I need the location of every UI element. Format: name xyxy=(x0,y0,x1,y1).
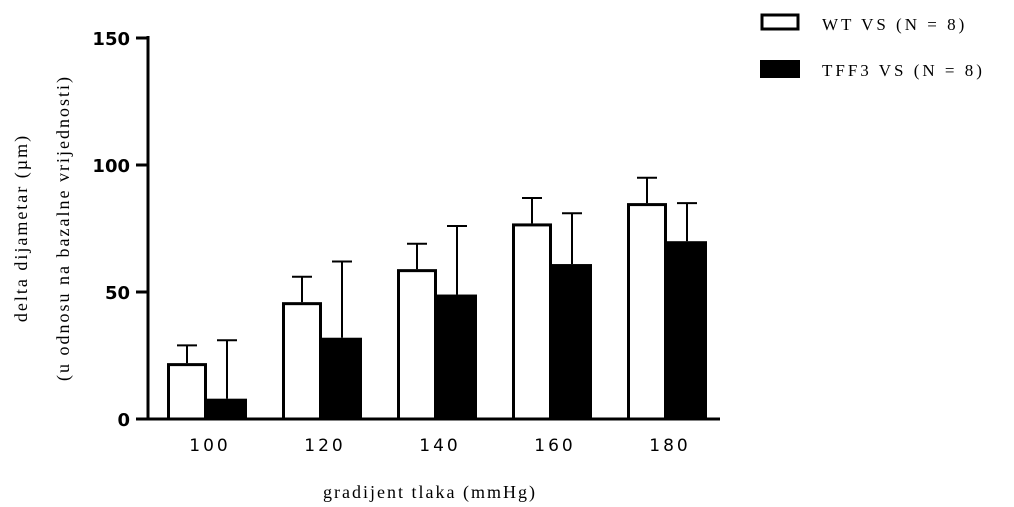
x-tick-label: 160 xyxy=(534,436,575,456)
y-axis-title-line2: (u odnosu na bazalne vrijednosti) xyxy=(53,75,74,381)
bar-wt xyxy=(282,302,322,421)
bar-tff3 xyxy=(322,337,362,419)
y-axis-ticks: 0 50 100 150 xyxy=(92,29,148,431)
legend-swatch-tff3 xyxy=(760,60,800,78)
x-axis-ticks: 100 120 140 160 180 xyxy=(189,436,690,456)
bar-wt xyxy=(167,363,207,421)
y-tick-label: 0 xyxy=(117,410,130,431)
legend-label-tff3: TFF3 VS (N = 8) xyxy=(822,61,985,80)
y-tick-label: 100 xyxy=(92,156,130,177)
x-tick-label: 180 xyxy=(649,436,690,456)
bars xyxy=(167,176,707,421)
x-tick-label: 100 xyxy=(189,436,230,456)
legend-swatch-wt xyxy=(760,13,800,31)
y-tick-label: 150 xyxy=(92,29,130,50)
bar-wt xyxy=(512,223,552,421)
legend: WT VS (N = 8) TFF3 VS (N = 8) xyxy=(760,13,985,80)
x-axis-title: gradijent tlaka (mmHg) xyxy=(323,482,537,503)
y-tick-label: 50 xyxy=(105,283,130,304)
bar-wt xyxy=(627,203,667,421)
x-tick-label: 140 xyxy=(419,436,460,456)
bar-tff3 xyxy=(667,241,707,419)
legend-label-wt: WT VS (N = 8) xyxy=(822,15,967,34)
bar-tff3 xyxy=(552,264,592,419)
x-tick-label: 120 xyxy=(304,436,345,456)
y-axis-title-line1: delta dijametar (µm) xyxy=(11,134,32,322)
bar-wt xyxy=(397,269,437,421)
bar-tff3 xyxy=(437,294,477,419)
bar-tff3 xyxy=(207,398,247,419)
